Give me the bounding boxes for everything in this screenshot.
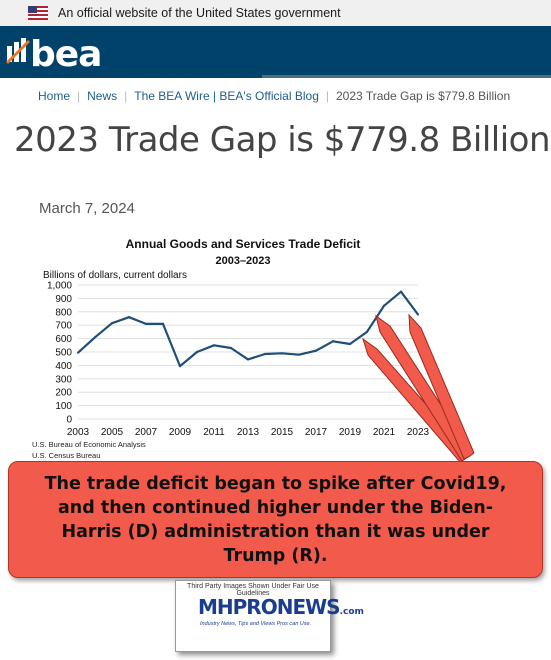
x-tick-label: 2015 (271, 427, 294, 438)
x-tick-label: 2005 (101, 427, 124, 438)
y-tick-label: 700 (55, 321, 72, 332)
data-point-2019 (348, 342, 352, 346)
breadcrumb-separator: | (325, 89, 329, 103)
breadcrumb-news[interactable]: News (87, 89, 118, 103)
data-point-2020 (365, 330, 369, 333)
y-tick-label: 800 (55, 307, 72, 318)
trade-deficit-line (77, 290, 419, 368)
chart-source-census: U.S. Census Bureau (32, 451, 100, 460)
chart-source-bea: U.S. Bureau of Economic Analysis (32, 440, 146, 449)
data-point-2003 (76, 351, 80, 354)
x-tick-label: 2013 (237, 427, 260, 438)
data-point-2012 (229, 346, 233, 350)
data-point-2013 (246, 358, 250, 361)
trade-deficit-chart: Annual Goods and Services Trade Deficit … (32, 237, 430, 460)
badge-brand: MHPRONEWS.com (198, 595, 364, 619)
data-point-2007 (144, 322, 148, 325)
y-tick-label: 100 (55, 401, 72, 412)
data-point-2005 (110, 322, 114, 325)
us-flag-icon (28, 6, 48, 20)
y-tick-label: 400 (55, 361, 72, 372)
bea-logo-icon[interactable] (4, 32, 104, 72)
breadcrumb-home[interactable]: Home (38, 89, 71, 103)
data-point-2006 (127, 316, 131, 319)
breadcrumb-wire[interactable]: The BEA Wire | BEA's Official Blog (134, 89, 319, 103)
x-tick-label: 2019 (339, 427, 362, 438)
x-tick-label: 2017 (305, 427, 328, 438)
badge-tagline: Industry News, Tips and Views Pros can U… (200, 621, 312, 627)
data-point-2021 (382, 304, 386, 307)
y-tick-label: 1,000 (47, 281, 72, 292)
x-tick-label: 2023 (407, 427, 430, 438)
breadcrumb: Home | News | The BEA Wire | BEA's Official … (38, 89, 510, 103)
data-point-2016 (297, 353, 301, 356)
y-tick-label: 900 (55, 294, 72, 305)
article-date: March 7, 2024 (39, 200, 135, 217)
data-point-2011 (212, 344, 216, 347)
page-title: 2023 Trade Gap is $779.8 Billion (14, 120, 551, 160)
chart-subtitle: 2003–2023 (215, 255, 270, 267)
badge-logo: MHPRONEWS.com Industry News, Tips and Vi… (198, 595, 364, 643)
bea-logo-text[interactable]: bea (30, 34, 102, 75)
breadcrumb-separator: | (77, 89, 81, 103)
data-point-2014 (263, 352, 267, 356)
data-point-2004 (93, 336, 97, 339)
data-point-2008 (161, 322, 165, 325)
data-point-2018 (331, 340, 335, 343)
y-tick-label: 0 (66, 415, 72, 426)
gov-banner: An official website of the United States… (0, 0, 551, 26)
breadcrumb-separator: | (124, 89, 128, 103)
x-tick-label: 2011 (203, 427, 225, 438)
x-tick-label: 2009 (169, 427, 192, 438)
x-tick-label: 2003 (67, 427, 90, 438)
y-tick-label: 300 (55, 374, 72, 385)
y-tick-label: 200 (55, 388, 72, 399)
y-tick-label: 600 (55, 334, 72, 345)
gov-banner-text: An official website of the United States… (58, 6, 341, 20)
mhpronews-badge[interactable]: Third Party Images Shown Under Fair Use … (175, 580, 364, 652)
x-tick-label: 2007 (135, 427, 158, 438)
callout-text: The trade deficit began to spike after C… (44, 473, 507, 566)
data-point-2010 (195, 350, 199, 354)
chart-title: Annual Goods and Services Trade Deficit (126, 237, 361, 251)
data-point-2022 (399, 290, 403, 293)
chart-ylabel: Billions of dollars, current dollars (43, 270, 187, 281)
data-point-2009 (178, 364, 182, 368)
x-tick-label: 2021 (373, 427, 396, 438)
data-point-2015 (280, 352, 284, 355)
nav-underline (262, 75, 551, 78)
badge-domain: .com (339, 607, 364, 617)
annotation-callout: The trade deficit began to spike after C… (8, 461, 543, 578)
y-tick-label: 500 (55, 348, 72, 359)
badge-brand-name: MHPRONEWS (198, 595, 341, 619)
site-header (0, 26, 551, 78)
badge-caption: Third Party Images Shown Under Fair Use … (187, 583, 319, 597)
data-point-2017 (314, 349, 318, 352)
breadcrumb-current: 2023 Trade Gap is $779.8 Billion (336, 89, 511, 103)
data-point-2023 (416, 313, 420, 316)
